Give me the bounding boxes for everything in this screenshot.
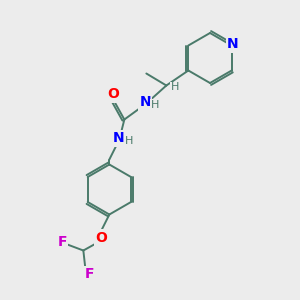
Text: O: O — [95, 230, 107, 244]
Text: N: N — [227, 38, 239, 52]
Text: F: F — [85, 268, 94, 281]
Text: N: N — [140, 95, 151, 110]
Text: H: H — [151, 100, 160, 110]
Text: H: H — [125, 136, 134, 146]
Text: N: N — [112, 131, 124, 146]
Text: F: F — [58, 235, 67, 248]
Text: H: H — [171, 82, 179, 92]
Text: O: O — [107, 88, 119, 101]
